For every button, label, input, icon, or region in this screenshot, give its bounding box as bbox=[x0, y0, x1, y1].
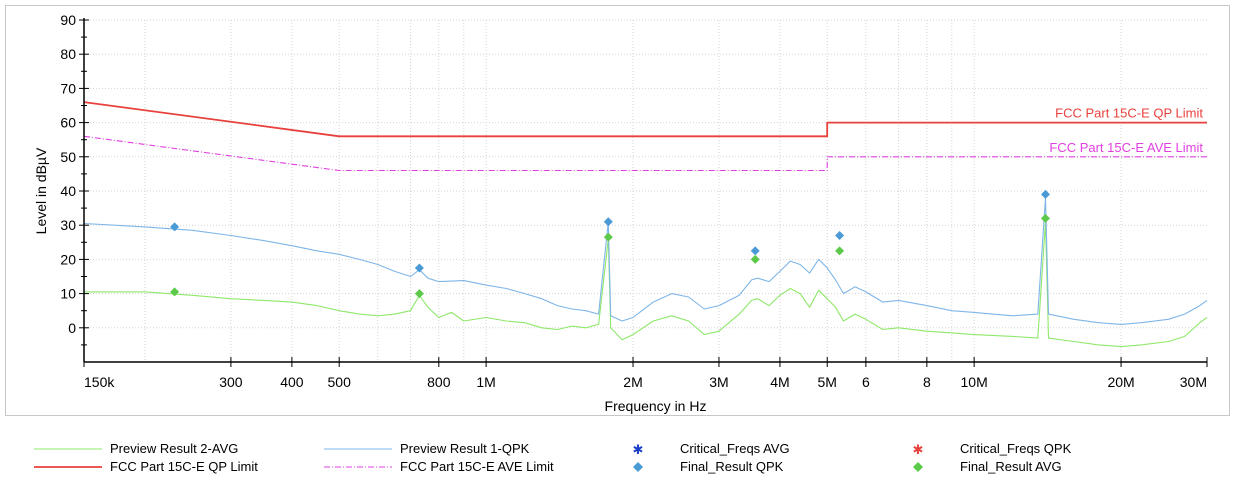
y-tick-label: 0 bbox=[68, 320, 76, 336]
series-preview-result-1-qpk bbox=[83, 197, 1208, 325]
legend-label: Preview Result 2-AVG bbox=[110, 441, 239, 456]
legend-diamond bbox=[633, 462, 643, 472]
y-tick-label: 60 bbox=[60, 115, 76, 131]
y-tick-label: 30 bbox=[60, 217, 76, 233]
x-tick-label: 2M bbox=[623, 374, 642, 390]
legend-label: FCC Part 15C-E AVE Limit bbox=[400, 459, 554, 474]
series-fcc-part-15c-e-qp-limit bbox=[83, 101, 1207, 138]
legend-swatch bbox=[633, 462, 643, 472]
y-tick-label: 70 bbox=[60, 80, 76, 96]
x-tick-label: 5M bbox=[818, 374, 837, 390]
legend-label: Preview Result 1-QPK bbox=[400, 441, 530, 456]
marker-final-result-avg bbox=[1040, 213, 1050, 223]
legend: Preview Result 2-AVG Preview Result 1-QPK… bbox=[0, 440, 1235, 480]
legend-swatch: ✱ bbox=[633, 443, 644, 458]
marker-layer bbox=[170, 189, 1050, 299]
x-tick-label: 20M bbox=[1107, 374, 1134, 390]
marker-final-result-avg bbox=[750, 254, 760, 264]
y-tick-label: 50 bbox=[60, 149, 76, 165]
series-layer bbox=[83, 101, 1208, 348]
legend-swatch bbox=[324, 466, 392, 468]
y-tick-label: 90 bbox=[60, 12, 76, 28]
x-tick-label: 4M bbox=[770, 374, 789, 390]
marker-final-result-avg bbox=[414, 289, 424, 299]
legend-star-icon: ✱ bbox=[913, 443, 924, 458]
marker-final-result-qpk bbox=[835, 230, 845, 240]
chart-frame bbox=[5, 5, 1230, 416]
legend-swatch bbox=[34, 448, 102, 450]
legend-diamond bbox=[913, 462, 923, 472]
marker-final-result-qpk bbox=[414, 263, 424, 273]
marker-final-result-qpk bbox=[750, 246, 760, 256]
marker-final-result-avg bbox=[835, 246, 845, 256]
y-tick-label: 20 bbox=[60, 251, 76, 267]
x-tick-label: 30M bbox=[1180, 374, 1207, 390]
y-tick-label: 40 bbox=[60, 183, 76, 199]
grid bbox=[84, 19, 1207, 362]
x-tick-label: 400 bbox=[280, 374, 304, 390]
x-tick-label: 150k bbox=[84, 374, 115, 390]
limit-label: FCC Part 15C-E AVE Limit bbox=[1049, 140, 1203, 155]
x-tick-label: 1M bbox=[476, 374, 495, 390]
legend-swatch: ✱ bbox=[913, 443, 924, 458]
x-tick-label: 800 bbox=[427, 374, 451, 390]
limit-label: FCC Part 15C-E QP Limit bbox=[1055, 106, 1203, 121]
marker-final-result-avg bbox=[170, 287, 180, 297]
axes bbox=[79, 18, 1208, 367]
legend-swatch bbox=[34, 466, 102, 468]
x-tick-label: 3M bbox=[709, 374, 728, 390]
x-axis-title: Frequency in Hz bbox=[605, 398, 707, 414]
legend-label: Final_Result AVG bbox=[960, 459, 1062, 474]
marker-final-result-qpk bbox=[170, 222, 180, 232]
y-tick-label: 80 bbox=[60, 46, 76, 62]
emi-chart: 0 10 20 30 40 50 60 70 80 90 150k 300 400 500 800 1M 2M 3… bbox=[33, 12, 1208, 414]
labels: 0 10 20 30 40 50 60 70 80 90 150k 300 400 500 800 1M 2M 3… bbox=[33, 12, 1207, 414]
x-tick-label: 8 bbox=[923, 374, 931, 390]
marker-final-result-qpk bbox=[1040, 189, 1050, 199]
legend-label: Critical_Freqs QPK bbox=[960, 441, 1072, 456]
x-tick-label: 500 bbox=[328, 374, 352, 390]
series-preview-result-2-avg bbox=[84, 221, 1208, 348]
legend-swatch bbox=[913, 462, 923, 472]
legend-label: FCC Part 15C-E QP Limit bbox=[110, 459, 258, 474]
y-tick-label: 10 bbox=[60, 286, 76, 302]
series-fcc-part-15c-e-ave-limit bbox=[83, 135, 1207, 172]
y-axis-title: Level in dBµV bbox=[33, 147, 49, 234]
x-tick-label: 6 bbox=[862, 374, 870, 390]
legend-swatch bbox=[324, 448, 392, 450]
marker-final-result-qpk bbox=[603, 217, 613, 227]
x-tick-label: 10M bbox=[961, 374, 988, 390]
legend-label: Critical_Freqs AVG bbox=[680, 441, 790, 456]
legend-label: Final_Result QPK bbox=[680, 459, 784, 474]
x-tick-label: 300 bbox=[219, 374, 243, 390]
marker-final-result-avg bbox=[603, 232, 613, 242]
legend-star-icon: ✱ bbox=[633, 443, 644, 458]
